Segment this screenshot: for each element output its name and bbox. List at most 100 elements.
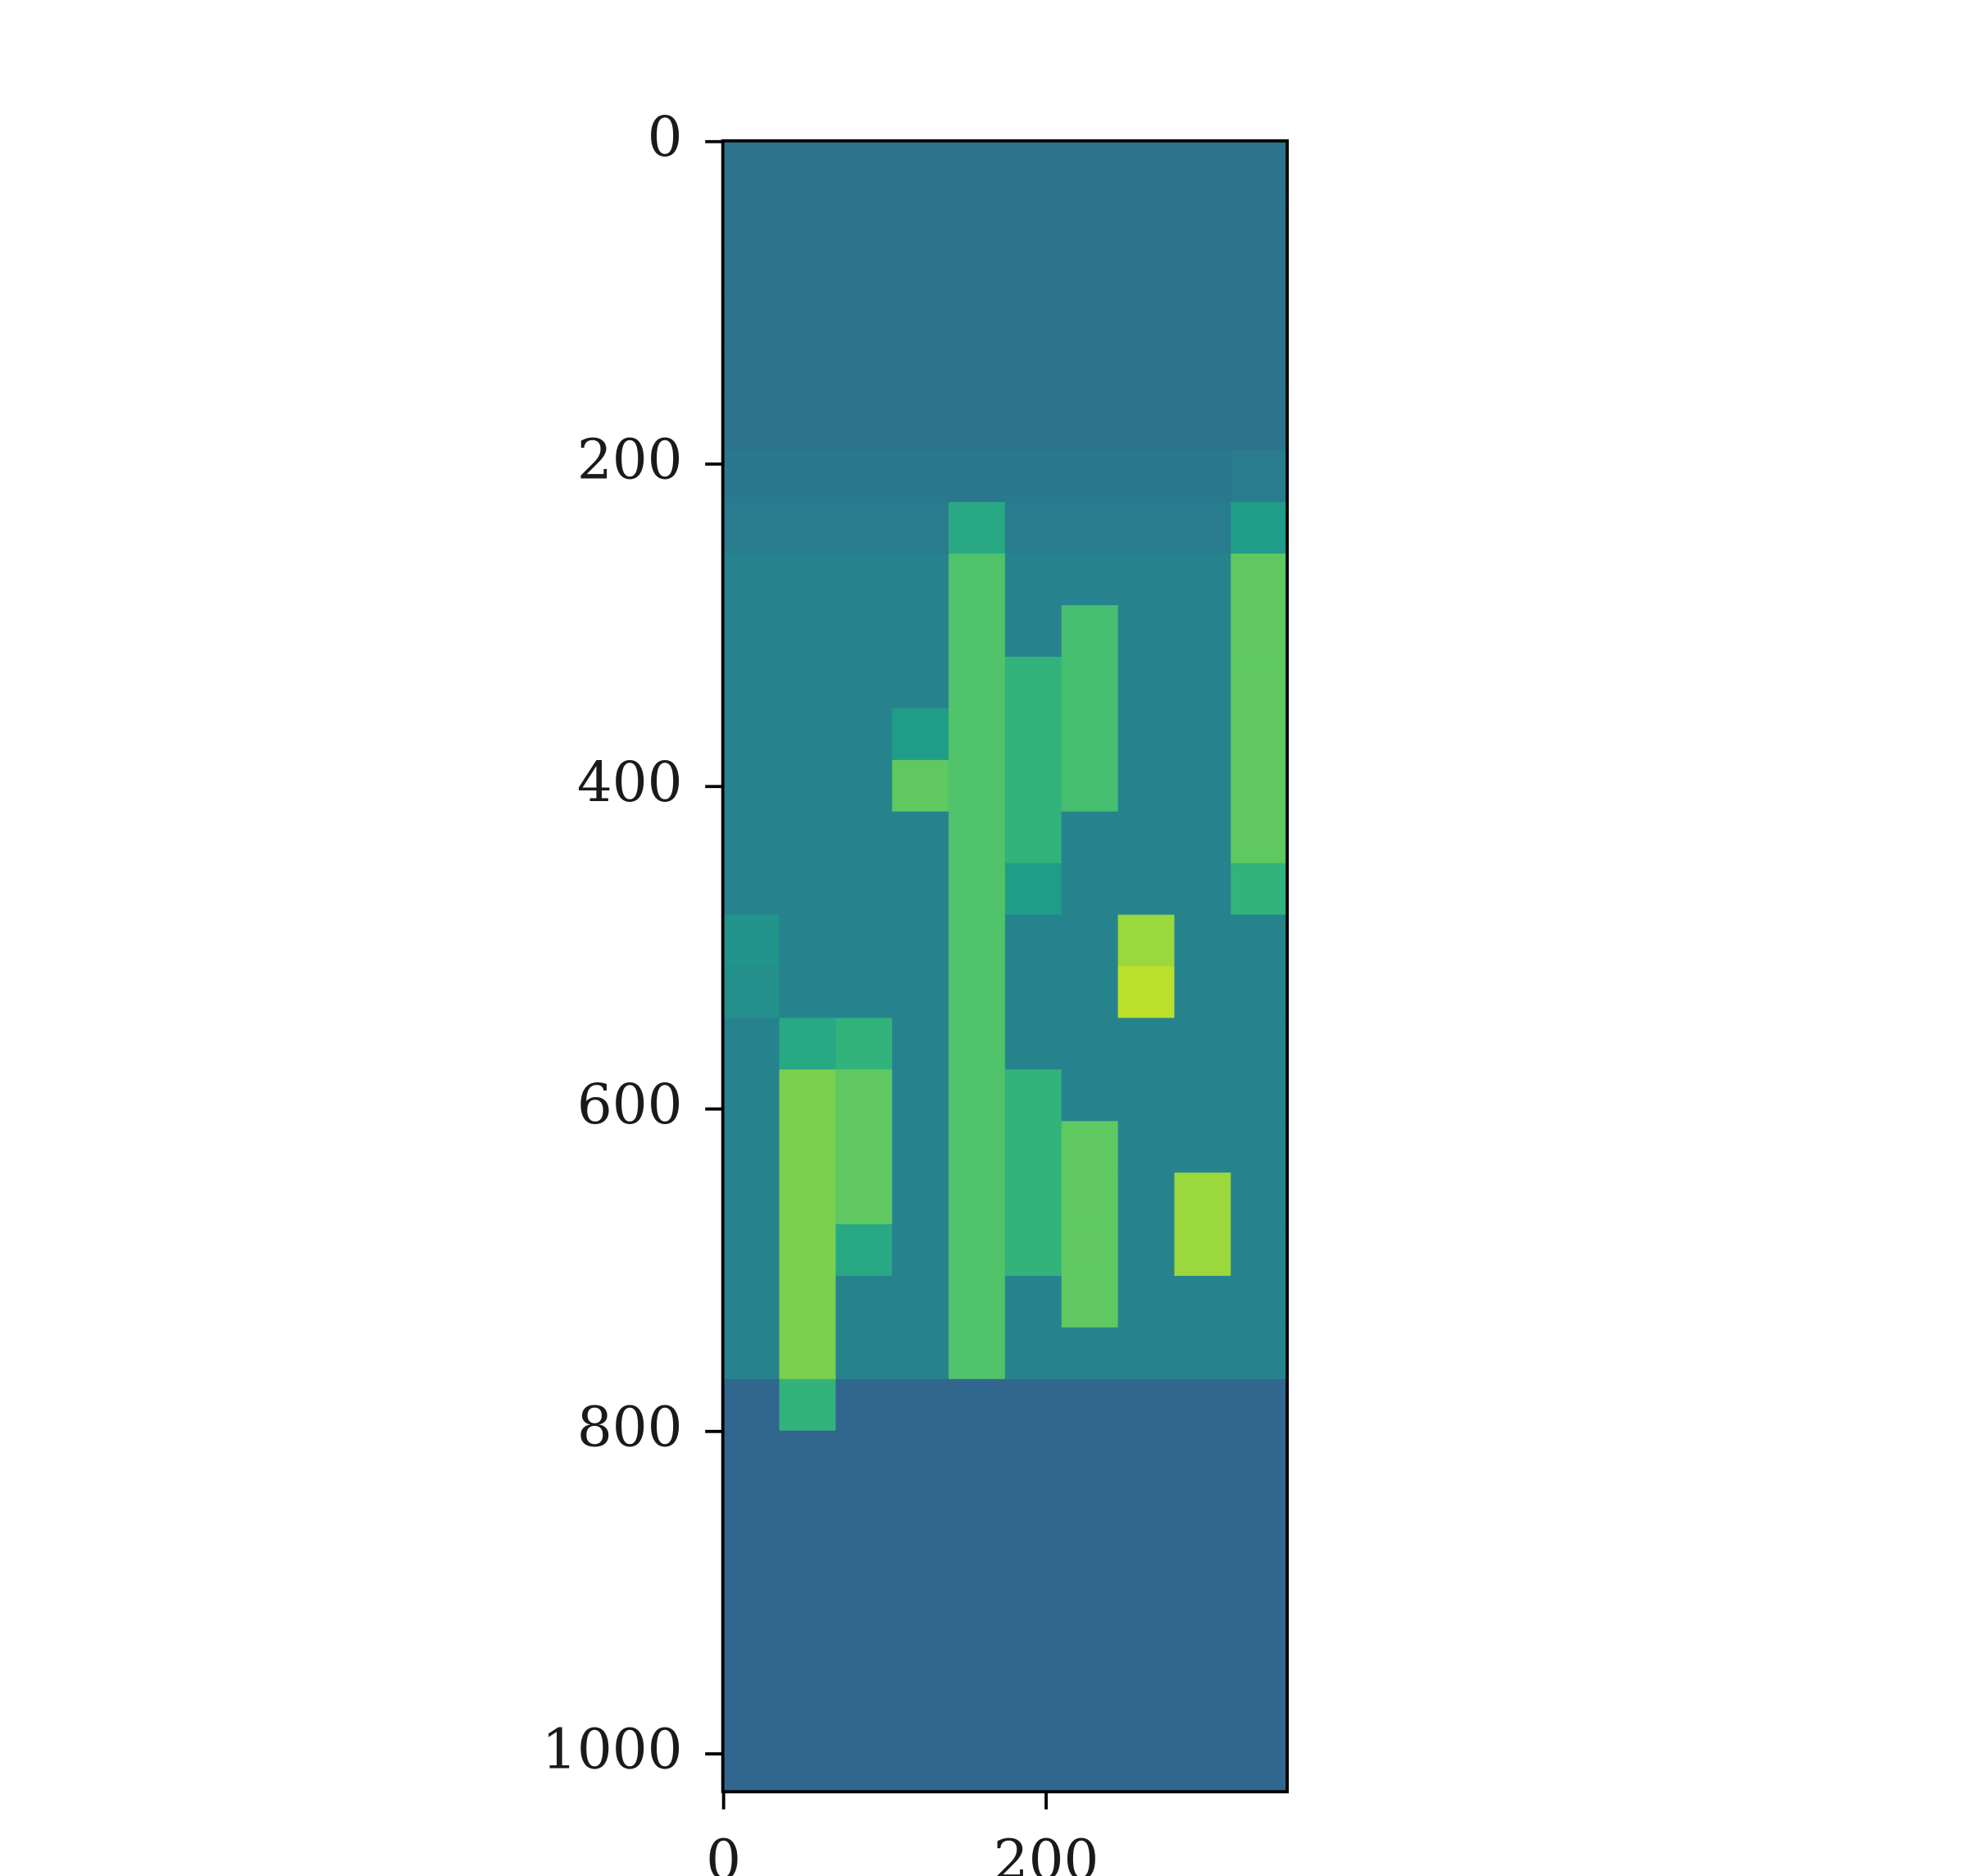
heatmap-cell: [722, 1740, 780, 1793]
heatmap-cell: [1174, 1585, 1232, 1638]
heatmap-cell: [722, 553, 780, 606]
heatmap-cell: [892, 450, 949, 503]
heatmap-cell: [892, 553, 949, 606]
heatmap-cell: [1004, 1533, 1062, 1587]
heatmap-cell: [1231, 1430, 1288, 1483]
heatmap-cell: [1061, 656, 1119, 709]
axes-frame: [721, 139, 1290, 1794]
heatmap-cell: [949, 192, 1006, 245]
heatmap-cell: [1231, 295, 1288, 348]
heatmap-cell: [1061, 1482, 1119, 1535]
heatmap-cell: [1117, 1430, 1176, 1483]
heatmap-cell: [949, 656, 1006, 709]
heatmap-cell: [722, 1327, 780, 1380]
heatmap-cell: [835, 347, 893, 400]
heatmap-cell: [1061, 1688, 1119, 1742]
heatmap-cell: [1174, 708, 1232, 761]
heatmap-cell: [1174, 914, 1232, 968]
heatmap-cell: [1174, 966, 1232, 1019]
heatmap-cell: [722, 140, 780, 194]
heatmap-cell: [1004, 1276, 1062, 1328]
heatmap-cell: [1174, 450, 1232, 503]
heatmap-cell: [779, 1121, 837, 1173]
heatmap-cell: [1004, 192, 1062, 245]
y-tick-label: 0: [648, 104, 683, 169]
heatmap-cell: [722, 1121, 780, 1173]
heatmap-cell: [835, 1533, 893, 1587]
heatmap-cell: [722, 295, 780, 348]
heatmap-cell: [1231, 1172, 1288, 1225]
heatmap-cell: [892, 1276, 949, 1328]
heatmap-cell: [1174, 1276, 1232, 1328]
heatmap-cell: [779, 1740, 837, 1793]
heatmap-cell: [1231, 1327, 1288, 1380]
heatmap-cell: [1004, 295, 1062, 348]
heatmap-cell: [1061, 347, 1119, 400]
heatmap-cell: [722, 759, 780, 813]
heatmap-cell: [835, 1069, 893, 1122]
heatmap-cell: [1231, 605, 1288, 658]
heatmap-cell: [1061, 553, 1119, 606]
heatmap-cell: [1117, 1378, 1176, 1432]
heatmap-cell: [835, 1378, 893, 1432]
heatmap-cell: [1117, 1018, 1176, 1071]
heatmap-cell: [1061, 605, 1119, 658]
heatmap-cell: [1174, 1740, 1232, 1793]
heatmap-cell: [1174, 1018, 1232, 1071]
heatmap-cell: [949, 1069, 1006, 1122]
heatmap-cell: [1117, 1740, 1176, 1793]
heatmap-cell: [1231, 1018, 1288, 1071]
heatmap-cell: [1061, 398, 1119, 452]
heatmap-cell: [722, 398, 780, 452]
heatmap-cell: [835, 295, 893, 348]
heatmap-cell: [1174, 1688, 1232, 1742]
heatmap-cell: [722, 708, 780, 761]
heatmap-cell: [949, 1018, 1006, 1071]
heatmap-cell: [1061, 1121, 1119, 1173]
heatmap-cell: [1117, 1482, 1176, 1535]
heatmap-cell: [779, 1533, 837, 1587]
heatmap-cell: [949, 605, 1006, 658]
heatmap-cell: [892, 914, 949, 968]
heatmap-cell: [1231, 244, 1288, 297]
heatmap-cell: [779, 811, 837, 864]
heatmap-cell: [1174, 244, 1232, 297]
heatmap-cell: [835, 1172, 893, 1225]
heatmap-cell: [892, 1688, 949, 1742]
heatmap-cell: [1231, 192, 1288, 245]
heatmap-cell: [892, 398, 949, 452]
heatmap-cell: [835, 1688, 893, 1742]
heatmap-cell: [835, 450, 893, 503]
heatmap-cell: [892, 966, 949, 1019]
heatmap-cell: [892, 1637, 949, 1690]
heatmap-cell: [1231, 1482, 1288, 1535]
heatmap-cell: [1174, 759, 1232, 813]
heatmap-cell: [1004, 1069, 1062, 1122]
heatmap-cell: [835, 1430, 893, 1483]
heatmap-cell: [1004, 1172, 1062, 1225]
heatmap-cell: [1061, 244, 1119, 297]
y-tick-label: 200: [577, 426, 683, 491]
heatmap-cell: [1174, 1121, 1232, 1173]
heatmap-cell: [1061, 502, 1119, 554]
heatmap-cell: [1174, 605, 1232, 658]
heatmap-cell: [892, 295, 949, 348]
heatmap-cell: [1004, 1378, 1062, 1432]
heatmap-cell: [949, 1637, 1006, 1690]
heatmap-cell: [949, 863, 1006, 916]
heatmap-cell: [892, 1327, 949, 1380]
heatmap-cell: [722, 1172, 780, 1225]
heatmap-cell: [835, 502, 893, 554]
heatmap-cell: [1174, 1482, 1232, 1535]
heatmap-cell: [722, 1276, 780, 1328]
heatmap-cell: [1117, 502, 1176, 554]
heatmap-cell: [1174, 347, 1232, 400]
heatmap-cell: [892, 1172, 949, 1225]
heatmap-cell: [722, 966, 780, 1019]
heatmap-cell: [1004, 863, 1062, 916]
heatmap-cell: [892, 1430, 949, 1483]
heatmap-cell: [949, 759, 1006, 813]
heatmap-cell: [892, 708, 949, 761]
heatmap-cell: [892, 192, 949, 245]
